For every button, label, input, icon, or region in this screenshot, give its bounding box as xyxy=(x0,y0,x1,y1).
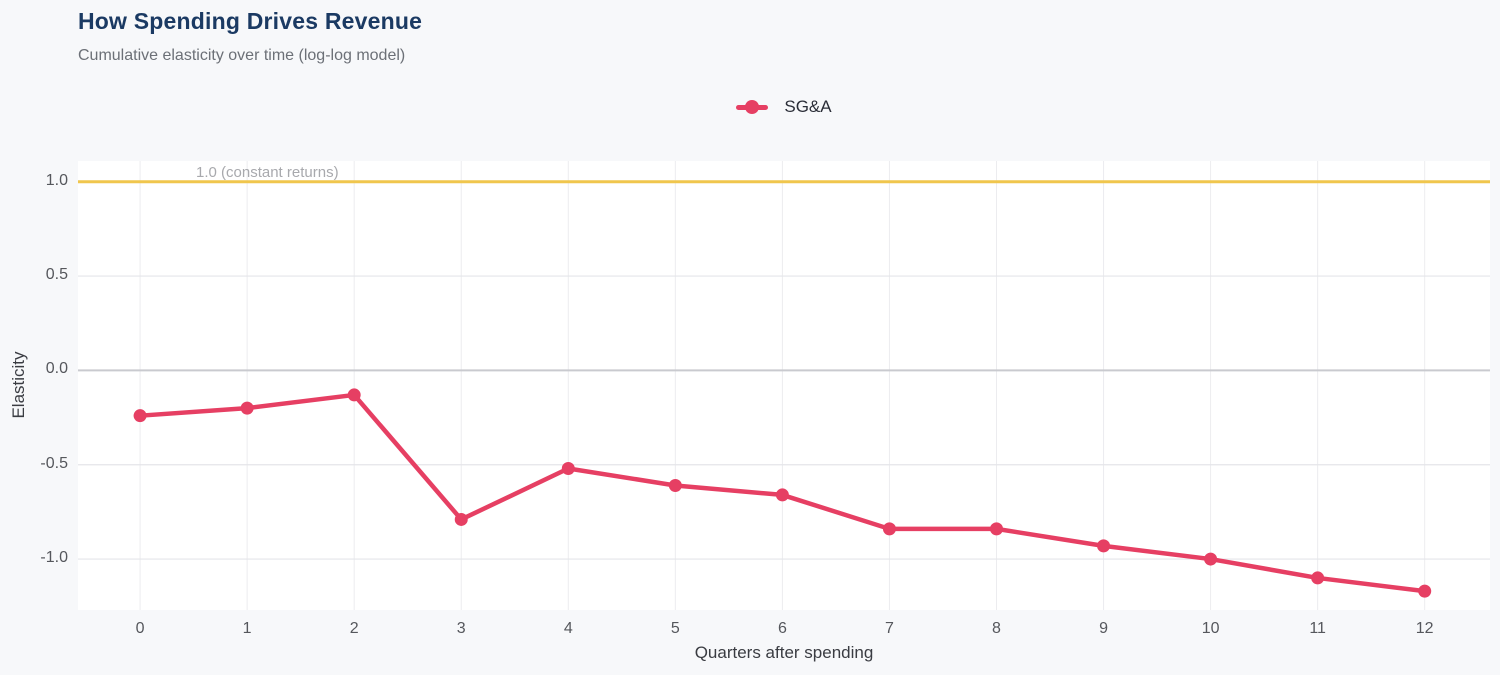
x-tick-label: 9 xyxy=(1099,620,1108,637)
x-tick-label: 10 xyxy=(1201,620,1220,637)
data-point[interactable] xyxy=(882,522,896,536)
data-point[interactable] xyxy=(775,488,789,502)
data-point[interactable] xyxy=(561,462,575,476)
y-axis-title: Elasticity xyxy=(9,351,28,419)
x-tick-label: 4 xyxy=(563,620,573,637)
data-point[interactable] xyxy=(133,409,147,423)
data-point[interactable] xyxy=(1311,571,1325,585)
data-point[interactable] xyxy=(454,512,468,526)
x-tick-label: 8 xyxy=(992,620,1001,637)
x-tick-label: 6 xyxy=(777,620,787,637)
data-point[interactable] xyxy=(240,401,254,415)
x-tick-label: 7 xyxy=(884,620,894,637)
y-axis-ticks: 1.0 0.5 0.0 -0.5 -1.0 xyxy=(0,161,68,610)
x-axis-ticks: 0 1 2 3 4 5 6 7 8 9 10 11 12 xyxy=(78,620,1490,642)
legend-dot-icon xyxy=(745,100,760,114)
legend: SG&A xyxy=(78,97,1490,117)
x-tick-label: 12 xyxy=(1415,620,1434,637)
x-tick-label: 11 xyxy=(1309,620,1326,637)
data-point[interactable] xyxy=(989,522,1003,536)
data-point[interactable] xyxy=(1204,552,1218,566)
y-tick-label: 0.5 xyxy=(45,266,68,284)
y-tick-label: 1.0 xyxy=(45,171,68,189)
page-title: How Spending Drives Revenue xyxy=(78,8,423,34)
y-tick-label: -0.5 xyxy=(40,454,68,472)
x-tick-label: 5 xyxy=(670,620,680,637)
x-tick-label: 2 xyxy=(349,620,359,637)
y-tick-label: -1.0 xyxy=(40,549,68,567)
legend-item-sga[interactable]: SG&A xyxy=(736,97,832,117)
page-subtitle: Cumulative elasticity over time (log-log… xyxy=(78,47,406,64)
x-tick-label: 0 xyxy=(135,620,145,637)
reference-line-annotation: 1.0 (constant returns) xyxy=(196,164,339,181)
x-tick-label: 1 xyxy=(242,620,252,637)
legend-label: SG&A xyxy=(784,97,832,116)
data-point[interactable] xyxy=(1418,584,1432,598)
legend-series-marker-icon xyxy=(736,100,769,114)
x-axis-title: Quarters after spending xyxy=(694,643,874,662)
data-point[interactable] xyxy=(668,478,682,492)
plot-area: 1.0 (constant returns) xyxy=(78,161,1490,610)
data-point[interactable] xyxy=(1097,539,1111,553)
x-tick-label: 3 xyxy=(456,620,466,637)
data-point[interactable] xyxy=(347,388,361,402)
y-tick-label: 0.0 xyxy=(45,360,68,378)
chart-svg xyxy=(78,161,1490,610)
